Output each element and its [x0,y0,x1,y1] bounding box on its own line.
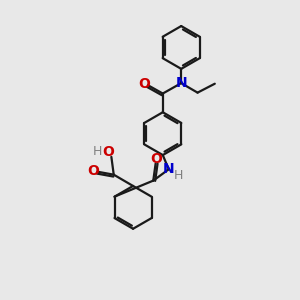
Text: N: N [163,162,175,176]
Text: O: O [102,145,114,159]
Text: O: O [138,77,150,91]
Text: H: H [93,145,102,158]
Text: O: O [88,164,100,178]
Text: O: O [150,152,162,166]
Text: H: H [173,169,183,182]
Text: N: N [176,76,187,90]
